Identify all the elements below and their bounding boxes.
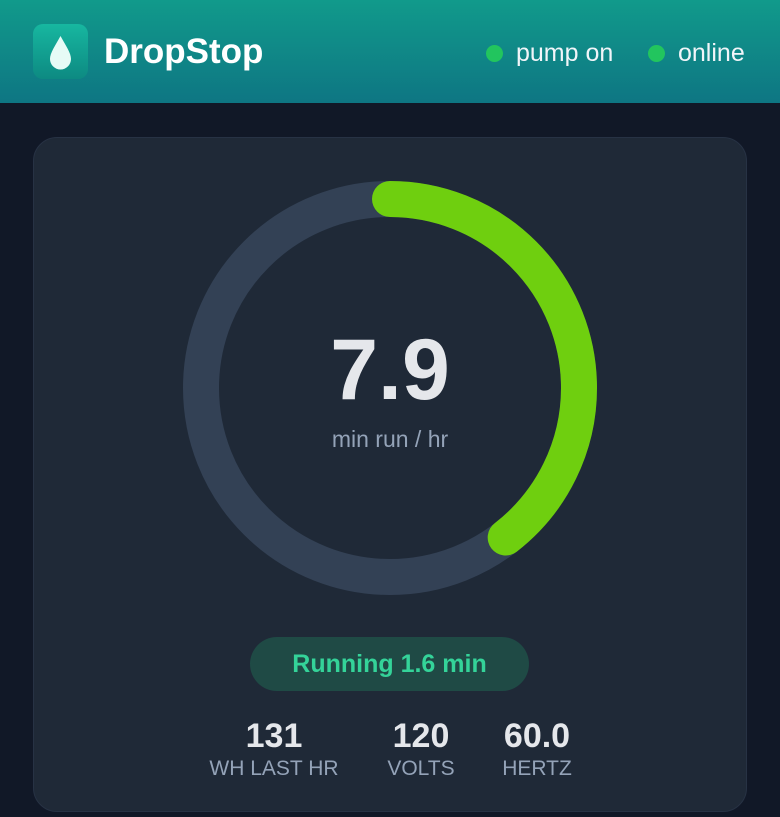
stat: 60.0 HERTZ — [487, 716, 587, 782]
status-label: pump on — [516, 39, 614, 67]
status-dot — [648, 44, 665, 62]
header: DropStop pump on online — [0, 0, 780, 103]
status-badge: Running 1.6 min — [250, 637, 529, 691]
stat-value: 60.0 — [503, 717, 571, 755]
drop-icon — [50, 36, 71, 70]
stat-value: 120 — [392, 717, 450, 755]
status-online: online — [648, 38, 745, 68]
stat: 120 VOLTS — [371, 716, 471, 782]
stat-label: HERTZ — [502, 757, 572, 780]
status-label: online — [678, 39, 745, 67]
logo — [33, 24, 88, 79]
stat-value: 131 — [245, 717, 303, 755]
card — [33, 137, 747, 812]
gauge-value: 7.9 — [330, 322, 450, 418]
gauge-unit: min run / hr — [331, 426, 449, 452]
gauge-arc — [183, 181, 597, 595]
stat: 131 WH LAST HR — [194, 716, 354, 782]
status-pump: pump on — [486, 38, 613, 68]
stat-label: VOLTS — [387, 757, 455, 780]
stat-label: WH LAST HR — [209, 757, 339, 780]
app-title: DropStop — [104, 32, 264, 71]
status-dot — [486, 44, 503, 62]
